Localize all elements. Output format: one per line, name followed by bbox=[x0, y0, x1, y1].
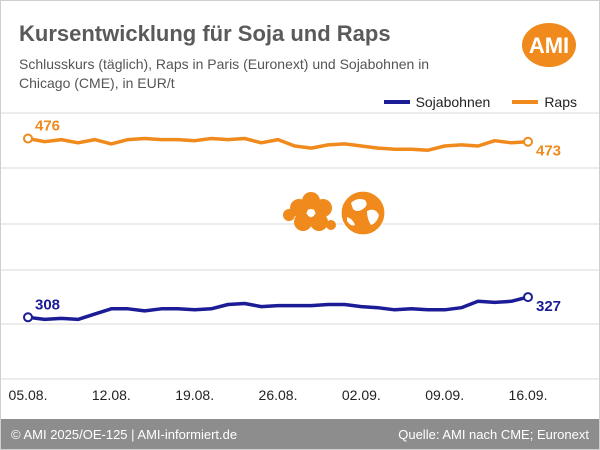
grid-layer bbox=[1, 112, 599, 380]
series-line-rapeseed bbox=[26, 136, 530, 152]
x-axis-ticks: 05.08. 12.08. 19.08. 26.08. 02.09. 09.09. 16.0… bbox=[9, 387, 548, 403]
endpoint-marker bbox=[523, 136, 533, 147]
data-label-last: 473 bbox=[536, 143, 561, 160]
x-tick-label: 02.09. bbox=[342, 387, 381, 403]
globe-icon bbox=[340, 190, 386, 236]
line-chart: 476 473 308 327 05.08. 12.08. 19.08. 26.08. 02.… bbox=[1, 112, 599, 403]
data-label-first: 476 bbox=[35, 118, 60, 135]
x-tick-label: 09.09. bbox=[425, 387, 464, 403]
legend-label-rapeseed: Raps bbox=[544, 94, 577, 110]
logo-text: AMI bbox=[529, 33, 569, 58]
x-tick-label: 12.08. bbox=[92, 387, 131, 403]
series-line-soy bbox=[26, 295, 530, 322]
endpoint-marker bbox=[23, 133, 33, 144]
endpoint-marker bbox=[23, 312, 33, 323]
endpoint-marker bbox=[523, 292, 533, 303]
legend-item-rapeseed: Raps bbox=[512, 94, 577, 110]
legend-swatch-soy bbox=[383, 100, 410, 104]
flower-icon bbox=[283, 192, 336, 231]
x-tick-label: 26.08. bbox=[259, 387, 298, 403]
footer: © AMI 2025/OE-125 | AMI-informiert.de Qu… bbox=[1, 419, 599, 449]
footer-source: Quelle: AMI nach CME; Euronext bbox=[398, 427, 589, 442]
footer-copyright: © AMI 2025/OE-125 | AMI-informiert.de bbox=[11, 427, 238, 442]
legend-item-soy: Sojabohnen bbox=[383, 94, 491, 110]
data-label-first: 308 bbox=[35, 296, 60, 313]
x-tick-label: 05.08. bbox=[9, 387, 48, 403]
series-layer bbox=[23, 133, 533, 323]
x-tick-label: 16.09. bbox=[509, 387, 548, 403]
chart-subtitle: Schlusskurs (täglich), Raps in Paris (Eu… bbox=[19, 56, 430, 91]
chart-title: Kursentwicklung für Soja und Raps bbox=[19, 21, 391, 46]
legend-swatch-rapeseed bbox=[512, 100, 539, 104]
x-tick-label: 19.08. bbox=[175, 387, 214, 403]
ami-logo-icon: AMI bbox=[522, 23, 576, 67]
label-layer: 476 473 308 327 bbox=[35, 118, 561, 316]
data-label-last: 327 bbox=[536, 298, 561, 315]
decoration-layer bbox=[283, 190, 386, 236]
chart-legend: Sojabohnen Raps bbox=[362, 94, 577, 110]
legend-label-soy: Sojabohnen bbox=[415, 94, 491, 110]
